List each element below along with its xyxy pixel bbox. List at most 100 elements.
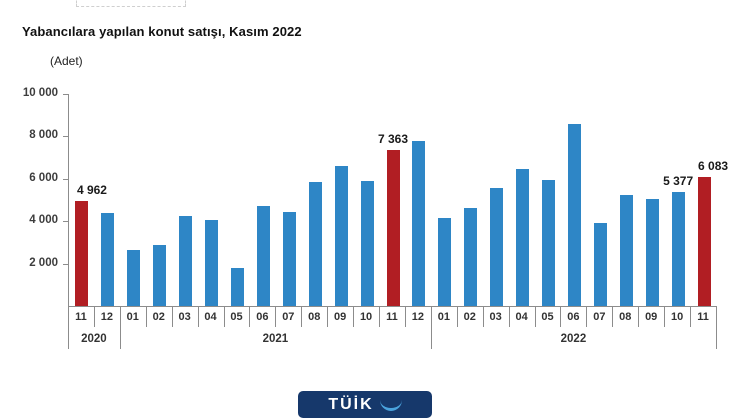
x-tick-label-2022-07: 07 bbox=[593, 311, 606, 323]
bar-2022-10 bbox=[671, 192, 685, 306]
y-tick-mark bbox=[63, 136, 68, 138]
chart-title: Yabancılara yapılan konut satışı, Kasım … bbox=[22, 24, 302, 39]
month-separator bbox=[327, 307, 329, 327]
x-tick-label-2022-01: 01 bbox=[437, 311, 450, 323]
bar-2022-05 bbox=[542, 179, 556, 306]
tuik-logo-text: TÜİK bbox=[328, 395, 374, 413]
y-tick-label: 4 000 bbox=[29, 214, 58, 227]
x-tick-label-2021-08: 08 bbox=[308, 311, 321, 323]
y-tick-mark bbox=[63, 178, 68, 180]
bar-2021-03 bbox=[179, 215, 193, 306]
bar-2022-01 bbox=[438, 218, 452, 306]
x-tick-label-2022-02: 02 bbox=[463, 311, 476, 323]
month-separator bbox=[534, 307, 536, 327]
x-tick-label-2022-11: 11 bbox=[697, 311, 709, 323]
bar-2021-10 bbox=[360, 180, 374, 306]
x-tick-label-2022-03: 03 bbox=[489, 311, 502, 323]
bar-value-label-2022-11: 6 083 bbox=[698, 159, 729, 174]
x-tick-label-2020-12: 12 bbox=[100, 311, 113, 323]
bar-2022-06 bbox=[567, 123, 581, 306]
bar-2020-11 bbox=[75, 200, 89, 306]
tuik-logo-swoosh-icon bbox=[379, 399, 402, 411]
month-separator bbox=[301, 307, 303, 327]
x-tick-label-2021-06: 06 bbox=[256, 311, 269, 323]
chart-unit-label: (Adet) bbox=[50, 54, 83, 68]
year-label-2020: 2020 bbox=[81, 333, 107, 345]
month-separator bbox=[353, 307, 355, 327]
clipped-dashed-selection-fragment bbox=[76, 0, 186, 7]
month-separator bbox=[93, 307, 95, 327]
x-tick-label-2020-11: 11 bbox=[75, 311, 87, 323]
bar-2022-08 bbox=[619, 194, 633, 306]
bar-2021-01 bbox=[127, 249, 141, 306]
x-tick-label-2022-06: 06 bbox=[567, 311, 580, 323]
x-tick-label-2021-05: 05 bbox=[230, 311, 243, 323]
bar-2022-07 bbox=[593, 223, 607, 306]
bar-2021-11 bbox=[386, 149, 400, 306]
month-separator bbox=[223, 307, 225, 327]
x-tick-label-2021-09: 09 bbox=[334, 311, 347, 323]
x-tick-label-2021-11: 11 bbox=[386, 311, 398, 323]
bar-2021-04 bbox=[205, 220, 219, 306]
month-separator bbox=[379, 307, 381, 327]
year-separator bbox=[119, 307, 121, 349]
year-label-2021: 2021 bbox=[262, 333, 289, 345]
x-tick-label-2022-04: 04 bbox=[515, 311, 528, 323]
x-tick-label-2021-04: 04 bbox=[204, 311, 217, 323]
bar-2021-12 bbox=[412, 140, 426, 306]
y-tick-label: 10 000 bbox=[22, 87, 58, 99]
month-separator bbox=[690, 307, 692, 327]
month-separator bbox=[249, 307, 251, 327]
x-tick-label-2021-02: 02 bbox=[152, 311, 165, 323]
y-tick-label: 8 000 bbox=[29, 129, 58, 142]
bar-2022-02 bbox=[464, 208, 478, 306]
x-tick-label-2021-07: 07 bbox=[282, 311, 295, 323]
y-tick-mark bbox=[63, 94, 68, 95]
tuik-logo: TÜİK bbox=[298, 391, 432, 418]
month-separator bbox=[508, 307, 510, 327]
month-separator bbox=[275, 307, 277, 327]
x-tick-label-2022-09: 09 bbox=[645, 311, 658, 323]
bar-2021-08 bbox=[308, 181, 322, 306]
bar-value-label-2020-11: 4 962 bbox=[76, 182, 107, 197]
y-tick-label: 6 000 bbox=[29, 171, 58, 184]
month-separator bbox=[197, 307, 199, 327]
x-tick-label-2021-01: 01 bbox=[126, 311, 139, 323]
bar-2021-02 bbox=[153, 244, 167, 306]
month-separator bbox=[482, 307, 484, 327]
year-separator bbox=[430, 307, 432, 349]
year-separator bbox=[716, 307, 717, 349]
bar-value-label-2021-11: 7 363 bbox=[377, 131, 409, 146]
month-separator bbox=[456, 307, 458, 327]
x-tick-label-2021-03: 03 bbox=[178, 311, 191, 323]
y-tick-mark bbox=[63, 263, 68, 265]
y-tick-mark bbox=[63, 221, 68, 223]
year-separator bbox=[68, 307, 69, 349]
month-separator bbox=[171, 307, 173, 327]
month-separator bbox=[560, 307, 562, 327]
month-separator bbox=[638, 307, 640, 327]
bar-2022-04 bbox=[516, 169, 530, 306]
y-tick-label: 2 000 bbox=[29, 256, 58, 269]
x-tick-label-2022-05: 05 bbox=[541, 311, 554, 323]
bar-2022-11 bbox=[697, 177, 711, 306]
x-axis-table: 11 12 01 02 03 04 05 06 07 08 09 10 11 12 01 02 03 04 05 06… bbox=[68, 306, 717, 353]
bar-2021-09 bbox=[334, 166, 348, 306]
month-separator bbox=[586, 307, 588, 327]
x-tick-label-2021-12: 12 bbox=[411, 311, 425, 323]
month-separator bbox=[145, 307, 147, 327]
bar-2021-06 bbox=[256, 206, 270, 306]
bar-2021-07 bbox=[282, 211, 296, 306]
bar-2022-03 bbox=[490, 188, 504, 306]
bar-2020-12 bbox=[101, 212, 115, 306]
bar-2022-09 bbox=[645, 199, 659, 306]
x-tick-label-2022-08: 08 bbox=[619, 311, 632, 323]
month-separator bbox=[404, 307, 406, 327]
bar-2021-05 bbox=[230, 267, 244, 306]
plot-area: 4 962 7 363 5 377 6 083 bbox=[68, 94, 728, 306]
x-tick-label-2022-10: 10 bbox=[670, 311, 684, 323]
x-tick-label-2021-10: 10 bbox=[359, 311, 373, 323]
year-label-2022: 2022 bbox=[560, 333, 587, 345]
month-separator bbox=[612, 307, 614, 327]
